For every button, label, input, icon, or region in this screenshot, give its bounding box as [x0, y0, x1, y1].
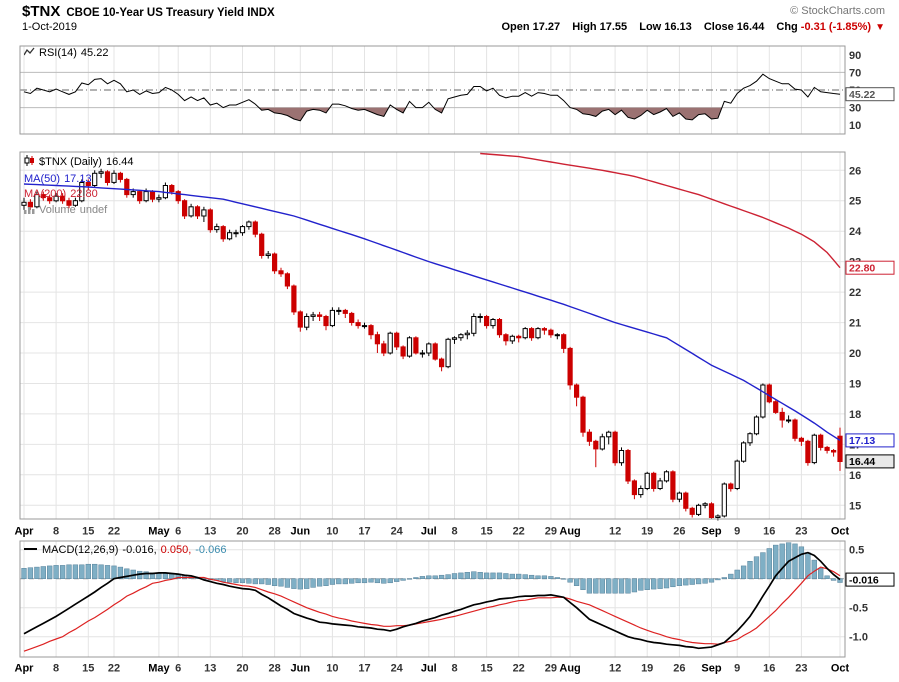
svg-text:16: 16	[763, 526, 775, 538]
svg-text:13: 13	[204, 526, 216, 538]
svg-text:0.5: 0.5	[849, 545, 864, 557]
svg-text:24: 24	[391, 663, 404, 675]
svg-text:9: 9	[734, 663, 740, 675]
svg-text:May: May	[148, 526, 170, 538]
svg-text:12: 12	[609, 663, 621, 675]
svg-text:Jul: Jul	[421, 663, 437, 675]
svg-text:15: 15	[82, 526, 94, 538]
svg-text:May: May	[148, 663, 170, 675]
svg-text:12: 12	[609, 526, 621, 538]
svg-text:45.22: 45.22	[849, 89, 875, 101]
svg-text:10: 10	[849, 120, 861, 132]
svg-text:15: 15	[82, 663, 94, 675]
svg-text:15: 15	[849, 500, 861, 512]
svg-text:8: 8	[53, 526, 59, 538]
svg-text:26: 26	[673, 526, 685, 538]
svg-text:16: 16	[763, 663, 775, 675]
svg-text:70: 70	[849, 67, 861, 79]
svg-text:22: 22	[513, 663, 525, 675]
svg-text:22: 22	[108, 663, 120, 675]
svg-text:90: 90	[849, 50, 861, 62]
svg-text:-0.016: -0.016	[849, 574, 879, 586]
svg-text:22: 22	[513, 526, 525, 538]
svg-text:Apr: Apr	[15, 663, 35, 675]
svg-text:8: 8	[53, 663, 59, 675]
svg-text:22.80: 22.80	[849, 263, 875, 275]
svg-text:10: 10	[326, 526, 338, 538]
svg-text:20: 20	[236, 526, 248, 538]
svg-text:Apr: Apr	[15, 526, 35, 538]
svg-text:26: 26	[673, 663, 685, 675]
svg-text:Oct: Oct	[831, 663, 850, 675]
svg-text:25: 25	[849, 196, 861, 208]
svg-text:16.44: 16.44	[849, 456, 875, 468]
svg-text:Jun: Jun	[291, 526, 311, 538]
svg-text:Jul: Jul	[421, 526, 437, 538]
svg-text:29: 29	[545, 526, 557, 538]
svg-text:19: 19	[849, 379, 861, 391]
svg-text:Aug: Aug	[559, 663, 580, 675]
svg-text:6: 6	[175, 526, 181, 538]
svg-text:6: 6	[175, 663, 181, 675]
svg-text:29: 29	[545, 663, 557, 675]
svg-text:23: 23	[795, 663, 807, 675]
svg-text:15: 15	[480, 526, 492, 538]
svg-text:15: 15	[480, 663, 492, 675]
svg-text:8: 8	[451, 663, 457, 675]
svg-text:28: 28	[268, 526, 280, 538]
svg-text:30: 30	[849, 103, 861, 115]
svg-text:17: 17	[358, 526, 370, 538]
svg-text:21: 21	[849, 318, 861, 330]
svg-text:Sep: Sep	[701, 663, 721, 675]
svg-text:Jun: Jun	[291, 663, 311, 675]
svg-text:9: 9	[734, 526, 740, 538]
svg-text:22: 22	[849, 287, 861, 299]
svg-text:Sep: Sep	[701, 526, 721, 538]
svg-text:17: 17	[358, 663, 370, 675]
svg-text:Oct: Oct	[831, 526, 850, 538]
svg-text:20: 20	[236, 663, 248, 675]
svg-text:19: 19	[641, 526, 653, 538]
svg-text:-0.5: -0.5	[849, 603, 868, 615]
svg-text:17.13: 17.13	[849, 435, 875, 447]
svg-text:18: 18	[849, 409, 861, 421]
svg-text:-1.0: -1.0	[849, 632, 868, 644]
source-credit[interactable]: © StockCharts.com	[790, 5, 885, 17]
svg-text:24: 24	[391, 526, 404, 538]
svg-text:20: 20	[849, 348, 861, 360]
svg-text:10: 10	[326, 663, 338, 675]
svg-text:Aug: Aug	[559, 526, 580, 538]
svg-text:23: 23	[795, 526, 807, 538]
svg-text:22: 22	[108, 526, 120, 538]
svg-text:19: 19	[641, 663, 653, 675]
svg-text:13: 13	[204, 663, 216, 675]
svg-text:26: 26	[849, 165, 861, 177]
svg-text:24: 24	[849, 226, 862, 238]
svg-text:16: 16	[849, 470, 861, 482]
svg-text:28: 28	[268, 663, 280, 675]
svg-text:8: 8	[451, 526, 457, 538]
